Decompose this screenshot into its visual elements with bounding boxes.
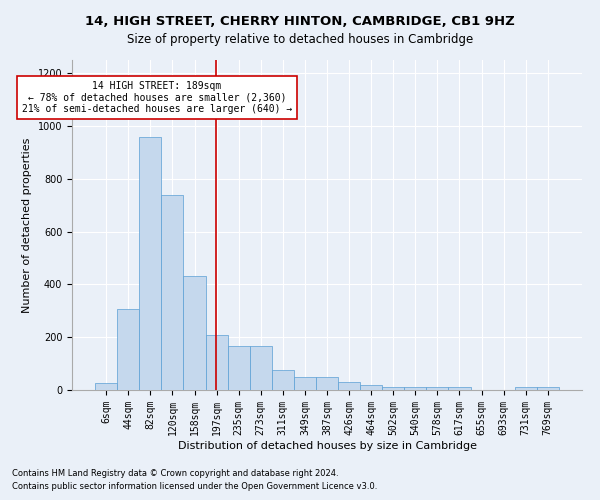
Bar	[227, 346, 250, 390]
Bar	[206, 334, 227, 390]
Bar	[360, 385, 382, 390]
Bar	[338, 382, 360, 390]
Bar	[161, 194, 184, 390]
Bar	[382, 388, 404, 390]
Bar	[404, 388, 427, 390]
Bar	[316, 378, 338, 390]
Text: 14 HIGH STREET: 189sqm
← 78% of detached houses are smaller (2,360)
21% of semi-: 14 HIGH STREET: 189sqm ← 78% of detached…	[22, 81, 292, 114]
Bar	[272, 370, 294, 390]
Text: Size of property relative to detached houses in Cambridge: Size of property relative to detached ho…	[127, 32, 473, 46]
Bar	[117, 310, 139, 390]
X-axis label: Distribution of detached houses by size in Cambridge: Distribution of detached houses by size …	[178, 440, 476, 450]
Bar	[294, 378, 316, 390]
Bar	[427, 388, 448, 390]
Bar	[250, 346, 272, 390]
Bar	[139, 136, 161, 390]
Text: 14, HIGH STREET, CHERRY HINTON, CAMBRIDGE, CB1 9HZ: 14, HIGH STREET, CHERRY HINTON, CAMBRIDG…	[85, 15, 515, 28]
Bar	[448, 388, 470, 390]
Text: Contains HM Land Registry data © Crown copyright and database right 2024.: Contains HM Land Registry data © Crown c…	[12, 468, 338, 477]
Bar	[537, 388, 559, 390]
Bar	[184, 276, 206, 390]
Text: Contains public sector information licensed under the Open Government Licence v3: Contains public sector information licen…	[12, 482, 377, 491]
Bar	[515, 388, 537, 390]
Bar	[95, 384, 117, 390]
Y-axis label: Number of detached properties: Number of detached properties	[22, 138, 32, 312]
